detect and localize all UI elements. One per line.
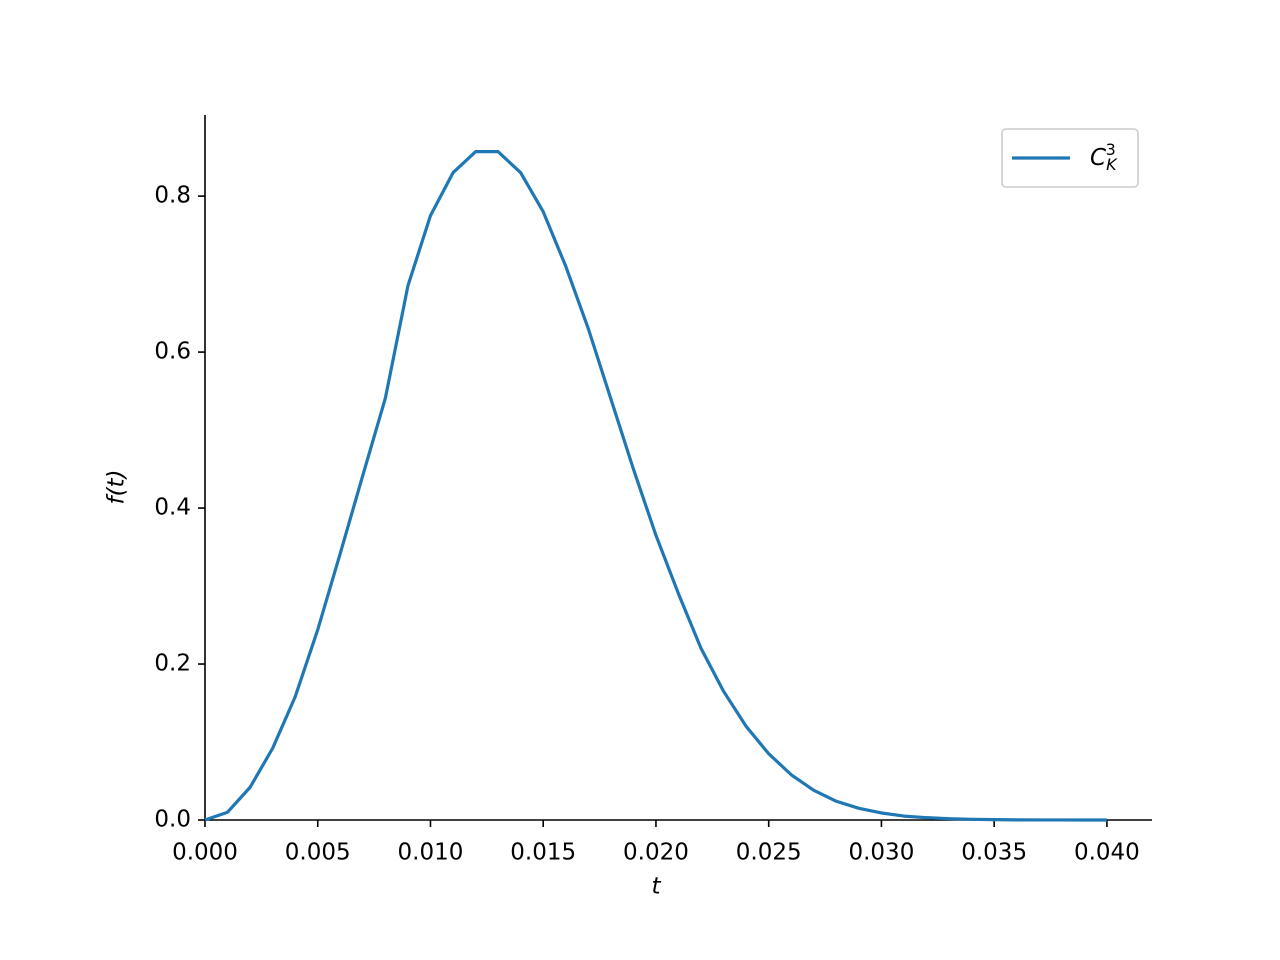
x-tick-label: 0.020 (623, 840, 689, 866)
x-tick-label: 0.015 (510, 840, 576, 866)
y-tick-label: 0.4 (154, 495, 191, 521)
y-axis-label: f(t) (104, 469, 130, 504)
y-tick-label: 0.8 (154, 183, 191, 209)
x-tick-label: 0.025 (736, 840, 802, 866)
y-tick-label: 0.6 (154, 339, 191, 365)
x-tick-label: 0.030 (848, 840, 914, 866)
x-tick-label: 0.000 (172, 840, 238, 866)
x-axis-label: t (651, 874, 661, 900)
x-tick-label: 0.005 (285, 840, 351, 866)
x-tick-label: 0.010 (398, 840, 464, 866)
x-tick-label: 0.040 (1074, 840, 1140, 866)
line-series (204, 150, 1107, 822)
y-tick-label: 0.0 (154, 807, 191, 833)
x-tick-label: 0.035 (961, 840, 1027, 866)
y-tick-label: 0.2 (154, 651, 191, 677)
legend-label: CK3 (1090, 140, 1118, 174)
